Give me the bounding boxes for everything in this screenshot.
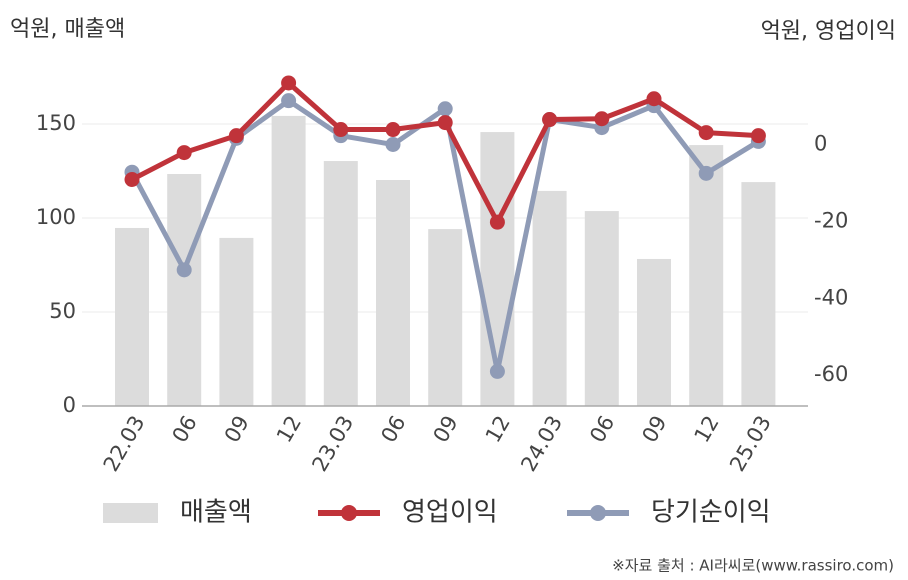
x-tick-label: 09 [220, 412, 254, 447]
x-tick-label: 06 [585, 412, 619, 447]
point [750, 128, 766, 144]
point [385, 137, 401, 153]
y2-tick-label: 0 [814, 132, 827, 156]
y2-tick-label: -40 [814, 285, 848, 309]
point [385, 122, 401, 138]
legend-label: 당기순이익 [651, 498, 771, 528]
x-tick-label: 06 [376, 412, 410, 447]
point [698, 125, 714, 141]
bar [219, 237, 254, 406]
bar [167, 174, 202, 406]
bar [376, 180, 410, 406]
x-tick-label: 23.03 [307, 412, 358, 476]
point [489, 363, 505, 379]
point [437, 115, 453, 131]
point [176, 262, 192, 278]
x-tick-label: 09 [637, 412, 671, 447]
legend-label: 영업이익 [402, 498, 498, 528]
x-tick-label: 12 [272, 412, 306, 447]
x-tick-label: 25.03 [725, 412, 776, 476]
point [333, 122, 349, 138]
bar [428, 229, 463, 406]
x-tick-label: 22.03 [99, 412, 150, 476]
point [437, 101, 453, 117]
bar [741, 182, 776, 406]
y2-tick-label: -20 [814, 208, 848, 232]
bar [637, 258, 671, 406]
x-tick-label: 12 [690, 412, 724, 447]
point [698, 165, 714, 181]
x-tick-label: 09 [429, 412, 463, 447]
y2-tick-label: -60 [814, 362, 848, 386]
bar [532, 190, 567, 406]
point [124, 172, 140, 188]
point [281, 75, 297, 91]
y-tick-label: 100 [36, 205, 76, 229]
point [489, 214, 505, 230]
legend-label: 매출액 [180, 498, 252, 528]
point [281, 93, 297, 109]
bar [584, 211, 619, 406]
x-tick-label: 06 [168, 412, 202, 447]
bar [323, 161, 358, 406]
point [176, 145, 192, 161]
y2-axis-label: 억원, 영업이익 [761, 19, 896, 44]
source: ※자료 출처 : AI라씨로(www.rassiro.com) [612, 557, 894, 575]
point [594, 111, 610, 127]
legend-swatch [590, 505, 606, 521]
point [542, 112, 558, 128]
y-tick-label: 150 [36, 111, 76, 135]
bar [689, 145, 724, 406]
point [228, 128, 244, 144]
x-tick-label: 12 [481, 412, 515, 447]
bar [271, 115, 306, 406]
bar [115, 227, 149, 406]
y-tick-label: 50 [49, 299, 76, 323]
legend-swatch [103, 503, 158, 523]
y-tick-label: 0 [63, 393, 76, 417]
y-axis-label: 억원, 매출액 [10, 17, 125, 42]
point [646, 91, 662, 107]
legend-swatch [341, 505, 357, 521]
x-tick-label: 24.03 [516, 412, 567, 476]
